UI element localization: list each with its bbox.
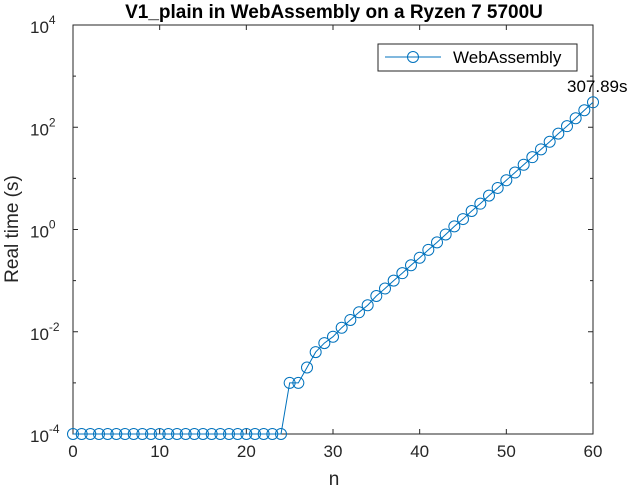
y-tick-base: 10 [30,325,49,344]
y-tick-label: 10-4 [30,422,60,446]
data-point [101,428,114,440]
y-tick-exponent: -2 [49,320,60,334]
data-point [249,428,261,440]
x-tick-label: 10 [150,442,169,461]
data-point [84,428,97,440]
data-point [309,346,322,359]
data-point [127,428,140,440]
data-point [457,213,469,226]
data-point [405,259,417,272]
data-point [240,428,253,440]
data-point [569,112,582,125]
data-point [67,428,79,440]
y-tick-exponent: 0 [49,218,56,232]
series-line [73,101,594,435]
legend: WebAssembly [377,43,578,72]
series-group [67,96,599,440]
data-point [162,428,175,440]
y-tick-base: 10 [30,223,49,242]
legend-box [377,43,578,72]
x-tick-label: 40 [410,442,429,461]
x-tick-label: 50 [497,442,516,461]
x-axis-label: n [329,469,340,489]
data-point [387,274,400,287]
data-point [483,189,495,202]
data-point [301,361,313,374]
y-tick-base: 10 [30,18,49,37]
data-point [179,428,192,440]
max-value-annotation: 307.89s [567,77,628,96]
data-point [535,143,547,156]
data-point [292,376,305,389]
data-point [188,428,201,440]
y-tick-exponent: 2 [49,115,56,129]
data-point [465,205,478,218]
data-point [344,313,357,326]
y-tick-exponent: -4 [49,422,60,436]
x-tick-label: 20 [237,442,256,461]
data-point [223,428,235,440]
data-point [448,220,461,233]
data-point [474,197,487,210]
data-point [578,104,591,117]
x-tick-label: 30 [324,442,343,461]
y-tick-base: 10 [30,120,49,139]
data-point [93,428,105,440]
data-point [257,428,270,440]
data-point [491,181,504,194]
legend-label: WebAssembly [453,48,562,67]
data-point [110,428,123,440]
data-point [379,282,391,295]
data-point [275,428,287,440]
data-point [561,120,573,133]
data-point [509,166,521,179]
data-point [335,321,348,334]
data-point [439,228,452,241]
data-point [413,251,426,264]
data-point [231,428,244,440]
data-point [526,151,539,164]
data-point [136,428,149,440]
data-point [327,330,339,343]
y-axis-label: Real time (s) [2,175,23,283]
data-point [552,127,565,140]
y-tick-label: 104 [30,13,56,37]
data-point [431,236,443,249]
data-point [197,428,209,440]
y-tick-label: 102 [30,115,56,139]
data-point [205,428,218,440]
data-point [587,96,599,109]
y-tick-label: 10-2 [30,320,60,344]
data-point [500,174,513,187]
data-point [517,158,530,171]
data-point [283,376,296,389]
data-point [318,337,331,350]
chart-title: V1_plain in WebAssembly on a Ryzen 7 570… [125,2,543,23]
data-point [145,428,157,440]
data-point [214,428,227,440]
y-tick-base: 10 [30,427,49,446]
data-point [119,428,131,440]
y-tick-label: 100 [30,218,56,242]
data-point [361,299,374,312]
legend-marker [407,51,419,63]
data-point [266,428,279,440]
x-tick-label: 0 [68,442,77,461]
data-point [353,306,365,319]
data-point [396,267,409,280]
data-point [75,428,88,440]
data-point [153,428,166,440]
data-point [543,135,556,148]
data-point [370,290,383,303]
x-tick-label: 60 [584,442,603,461]
y-tick-exponent: 4 [49,13,56,27]
data-point [171,428,183,440]
plot-area [72,24,594,435]
data-point [422,243,435,256]
